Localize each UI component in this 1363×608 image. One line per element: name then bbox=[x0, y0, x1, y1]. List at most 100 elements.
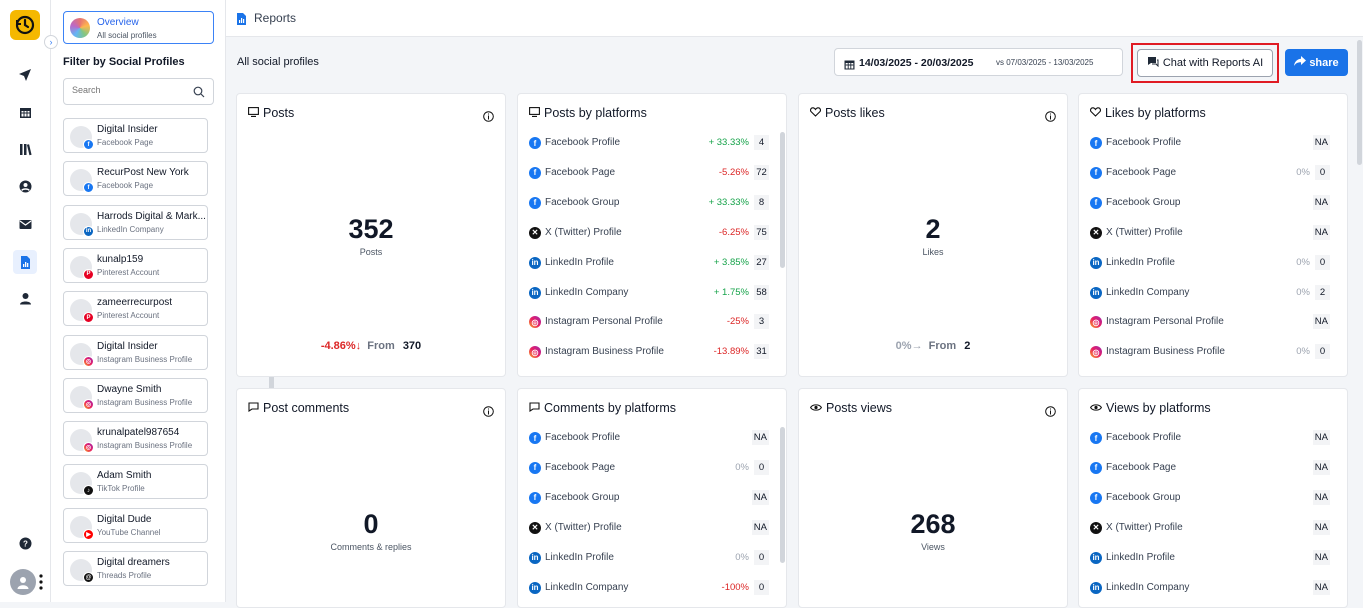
filter-title: Filter by Social Profiles bbox=[63, 56, 185, 68]
profile-item[interactable]: @ Digital dreamers Threads Profile bbox=[63, 551, 208, 586]
user-icon[interactable] bbox=[13, 286, 37, 310]
platform-value: NA bbox=[1312, 489, 1330, 505]
platform-value: 0 bbox=[1315, 164, 1330, 180]
platform-value: 58 bbox=[754, 284, 769, 300]
profile-item[interactable]: ◎ krunalpatel987654 Instagram Business P… bbox=[63, 421, 208, 457]
platform-row: in LinkedIn Profile + 3.85% 27 bbox=[529, 254, 769, 270]
calendar-icon[interactable] bbox=[13, 100, 37, 124]
user-avatar[interactable] bbox=[10, 569, 36, 595]
profile-item[interactable]: in Harrods Digital & Mark... LinkedIn Co… bbox=[63, 204, 208, 240]
info-icon[interactable] bbox=[1045, 109, 1056, 127]
views-title: Posts views bbox=[826, 401, 892, 415]
platform-row: in LinkedIn Company 0% 2 bbox=[1090, 284, 1330, 300]
facebook-icon: f bbox=[529, 137, 541, 149]
platform-value: NA bbox=[1312, 224, 1330, 240]
inbox-icon[interactable] bbox=[13, 212, 37, 236]
profile-item[interactable]: f Digital Insider Facebook Page bbox=[63, 118, 208, 153]
platform-name: Facebook Profile bbox=[545, 432, 621, 443]
platform-row: f Facebook Page NA bbox=[1090, 459, 1330, 475]
main-scrollbar[interactable] bbox=[1357, 40, 1362, 165]
date-range-picker[interactable]: 14/03/2025 - 20/03/2025 vs 07/03/2025 - … bbox=[834, 48, 1123, 76]
platform-row: f Facebook Group NA bbox=[1090, 194, 1330, 210]
publish-icon[interactable] bbox=[13, 63, 37, 87]
facebook-icon: f bbox=[1090, 166, 1102, 179]
platform-value: NA bbox=[1312, 430, 1330, 445]
linkedin-icon: in bbox=[1090, 286, 1102, 299]
reports-icon bbox=[237, 12, 247, 30]
share-button[interactable]: share bbox=[1285, 49, 1348, 76]
platform-change: + 1.75% bbox=[713, 286, 749, 298]
platform-row: f Facebook Page 0% 0 bbox=[1090, 164, 1330, 180]
profile-item[interactable]: f RecurPost New York Facebook Page bbox=[63, 161, 208, 197]
platform-name: LinkedIn Company bbox=[545, 581, 629, 593]
chat-with-reports-ai-button[interactable]: Chat with Reports AI bbox=[1137, 49, 1273, 77]
reports-icon[interactable] bbox=[13, 250, 37, 274]
platform-name: LinkedIn Profile bbox=[1106, 551, 1175, 563]
overview-subtitle: All social profiles bbox=[97, 31, 157, 40]
heart-icon bbox=[1090, 106, 1101, 120]
card-scrollbar[interactable] bbox=[780, 427, 785, 563]
help-icon[interactable]: ? bbox=[13, 531, 37, 555]
recurpost-logo[interactable] bbox=[10, 10, 40, 40]
info-icon[interactable] bbox=[483, 109, 494, 127]
platform-row: f Facebook Page 0% 0 bbox=[529, 459, 769, 475]
card-scrollbar[interactable] bbox=[780, 132, 785, 268]
instagram-icon: ◎ bbox=[1090, 316, 1102, 329]
profile-item[interactable]: P zameerrecurpost Pinterest Account bbox=[63, 291, 208, 327]
posts-value: 352 bbox=[348, 214, 394, 244]
profile-item[interactable]: P kunalp159 Pinterest Account bbox=[63, 247, 208, 283]
platform-name: LinkedIn Company bbox=[545, 286, 629, 298]
views-sublabel: Views bbox=[921, 542, 945, 552]
overview-item[interactable]: Overview All social profiles bbox=[63, 11, 214, 44]
library-icon[interactable] bbox=[13, 137, 37, 161]
expand-chevron-icon[interactable]: › bbox=[44, 35, 58, 49]
likes-card: Posts likes 2 Likes 0%→ From 2 bbox=[798, 93, 1068, 377]
facebook-icon: f bbox=[83, 182, 94, 194]
profile-item[interactable]: ◎ Dwayne Smith Instagram Business Profil… bbox=[63, 377, 208, 413]
likes-comparison: 0%→ From 2 bbox=[799, 340, 1067, 352]
section-label: All social profiles bbox=[237, 56, 319, 68]
facebook-icon: f bbox=[1090, 137, 1102, 149]
profile-item[interactable]: ♪ Adam Smith TikTok Profile bbox=[63, 464, 208, 500]
compare-range-text: vs 07/03/2025 - 13/03/2025 bbox=[996, 58, 1094, 67]
search-icon[interactable] bbox=[193, 85, 205, 103]
profile-search[interactable] bbox=[63, 78, 214, 105]
info-icon[interactable] bbox=[1045, 404, 1056, 422]
platform-value: 27 bbox=[754, 254, 769, 270]
likes-from-label: From bbox=[928, 340, 957, 352]
profile-item[interactable]: ◎ Digital Insider Instagram Business Pro… bbox=[63, 334, 208, 370]
platform-name: LinkedIn Profile bbox=[545, 256, 614, 268]
profile-item[interactable]: ▶ Digital Dude YouTube Channel bbox=[63, 507, 208, 543]
instagram-icon: ◎ bbox=[83, 442, 94, 454]
x-icon: ✕ bbox=[529, 521, 541, 534]
platform-value: 2 bbox=[1315, 284, 1330, 300]
platform-row: ✕ X (Twitter) Profile NA bbox=[1090, 519, 1330, 535]
platform-value: 3 bbox=[754, 314, 769, 330]
overview-avatar bbox=[70, 18, 90, 38]
posts-sublabel: Posts bbox=[359, 247, 383, 257]
facebook-icon: f bbox=[529, 166, 541, 179]
platform-name: Facebook Page bbox=[1106, 461, 1177, 473]
info-icon[interactable] bbox=[483, 404, 494, 422]
posts-by-platforms-title: Posts by platforms bbox=[544, 106, 647, 120]
posts-comparison: -4.86%↓ From 370 bbox=[237, 340, 505, 352]
platform-value: NA bbox=[751, 519, 769, 535]
profile-type: TikTok Profile bbox=[97, 484, 145, 494]
platform-row: in LinkedIn Company -100% 0 bbox=[529, 579, 769, 595]
platform-value: NA bbox=[1312, 579, 1330, 595]
eye-icon bbox=[1089, 401, 1103, 415]
posts-change: -4.86%↓ bbox=[320, 340, 362, 352]
linkedin-icon: in bbox=[529, 551, 541, 564]
eye-icon bbox=[809, 401, 823, 415]
account-icon[interactable] bbox=[13, 174, 37, 198]
share-icon bbox=[1294, 56, 1307, 69]
platform-name: Facebook Profile bbox=[1106, 137, 1182, 148]
search-input[interactable] bbox=[72, 85, 187, 95]
more-vertical-icon[interactable] bbox=[39, 573, 43, 591]
linkedin-icon: in bbox=[1090, 581, 1102, 594]
platform-row: ◎ Instagram Business Profile -13.89% 31 bbox=[529, 344, 769, 360]
platform-value: 31 bbox=[754, 344, 769, 360]
platform-name: Facebook Group bbox=[1106, 491, 1181, 503]
facebook-icon: f bbox=[529, 461, 541, 474]
threads-icon: @ bbox=[83, 572, 94, 583]
